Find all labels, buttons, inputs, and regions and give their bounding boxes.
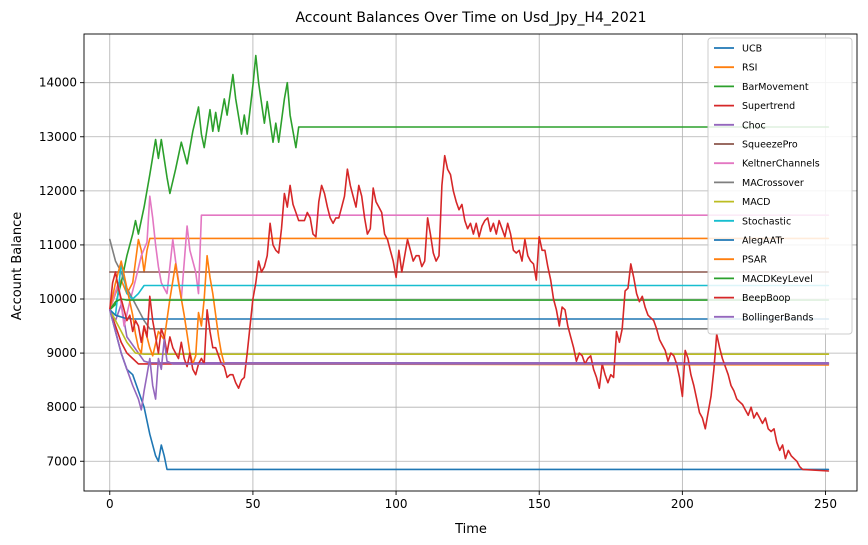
x-tick-label: 150 <box>528 497 551 511</box>
y-tick-label: 11000 <box>39 238 77 252</box>
legend-label: PSAR <box>742 255 767 266</box>
series-line-macd <box>109 308 830 356</box>
legend-label: MACrossover <box>742 178 804 189</box>
legend-label: BeepBoop <box>742 293 790 304</box>
x-tick-label: 50 <box>245 497 260 511</box>
legend-label: RSI <box>742 63 757 74</box>
legend-label: UCB <box>742 44 762 55</box>
x-tick-label: 100 <box>385 497 408 511</box>
plot-frame <box>83 33 858 492</box>
series-line-bollingerbands <box>109 308 830 411</box>
x-tick-label: 250 <box>814 497 837 511</box>
legend-label: MACD <box>742 197 770 208</box>
legend-label: Choc <box>742 120 766 131</box>
legend-label: AlegAATr <box>742 236 784 247</box>
y-tick-label: 14000 <box>39 76 77 90</box>
x-tick-label: 0 <box>106 497 114 511</box>
legend-label: BollingerBands <box>742 312 813 323</box>
chart-title: Account Balances Over Time on Usd_Jpy_H4… <box>295 10 646 26</box>
legend-label: BarMovement <box>742 82 809 93</box>
legend-label: MACDKeyLevel <box>742 274 813 285</box>
series-line-supertrend <box>109 308 830 365</box>
y-tick-label: 13000 <box>39 130 77 144</box>
series-line-alegaatr <box>109 308 830 320</box>
x-axis-label: Time <box>454 522 487 537</box>
y-tick-label: 12000 <box>39 184 77 198</box>
y-tick-label: 8000 <box>46 400 77 414</box>
series-layer <box>109 54 830 472</box>
series-line-barmovement <box>109 54 830 311</box>
legend-label: Stochastic <box>742 216 791 227</box>
legend-label: Supertrend <box>742 101 795 112</box>
y-axis-label: Account Balance <box>10 212 25 320</box>
series-line-keltnerchannels <box>109 195 830 327</box>
legend: UCB RSI BarMovement Supertrend Choc SqueezePr… <box>707 37 853 335</box>
y-tick-label: 10000 <box>39 292 77 306</box>
legend-box <box>707 37 853 335</box>
series-line-beepboop <box>109 154 830 472</box>
x-tick-label: 200 <box>671 497 694 511</box>
legend-label: KeltnerChannels <box>742 159 820 170</box>
y-tick-label: 9000 <box>46 346 77 360</box>
legend-label: SqueezePro <box>742 140 798 151</box>
series-line-stochastic <box>109 263 830 317</box>
y-axis-ticks: 7000 8000 9000 10000 11000 12000 13000 14000 <box>39 76 84 468</box>
y-tick-label: 7000 <box>46 454 77 468</box>
series-line-psar <box>109 254 830 366</box>
x-axis-ticks: 0 50 100 150 200 250 <box>106 491 837 511</box>
